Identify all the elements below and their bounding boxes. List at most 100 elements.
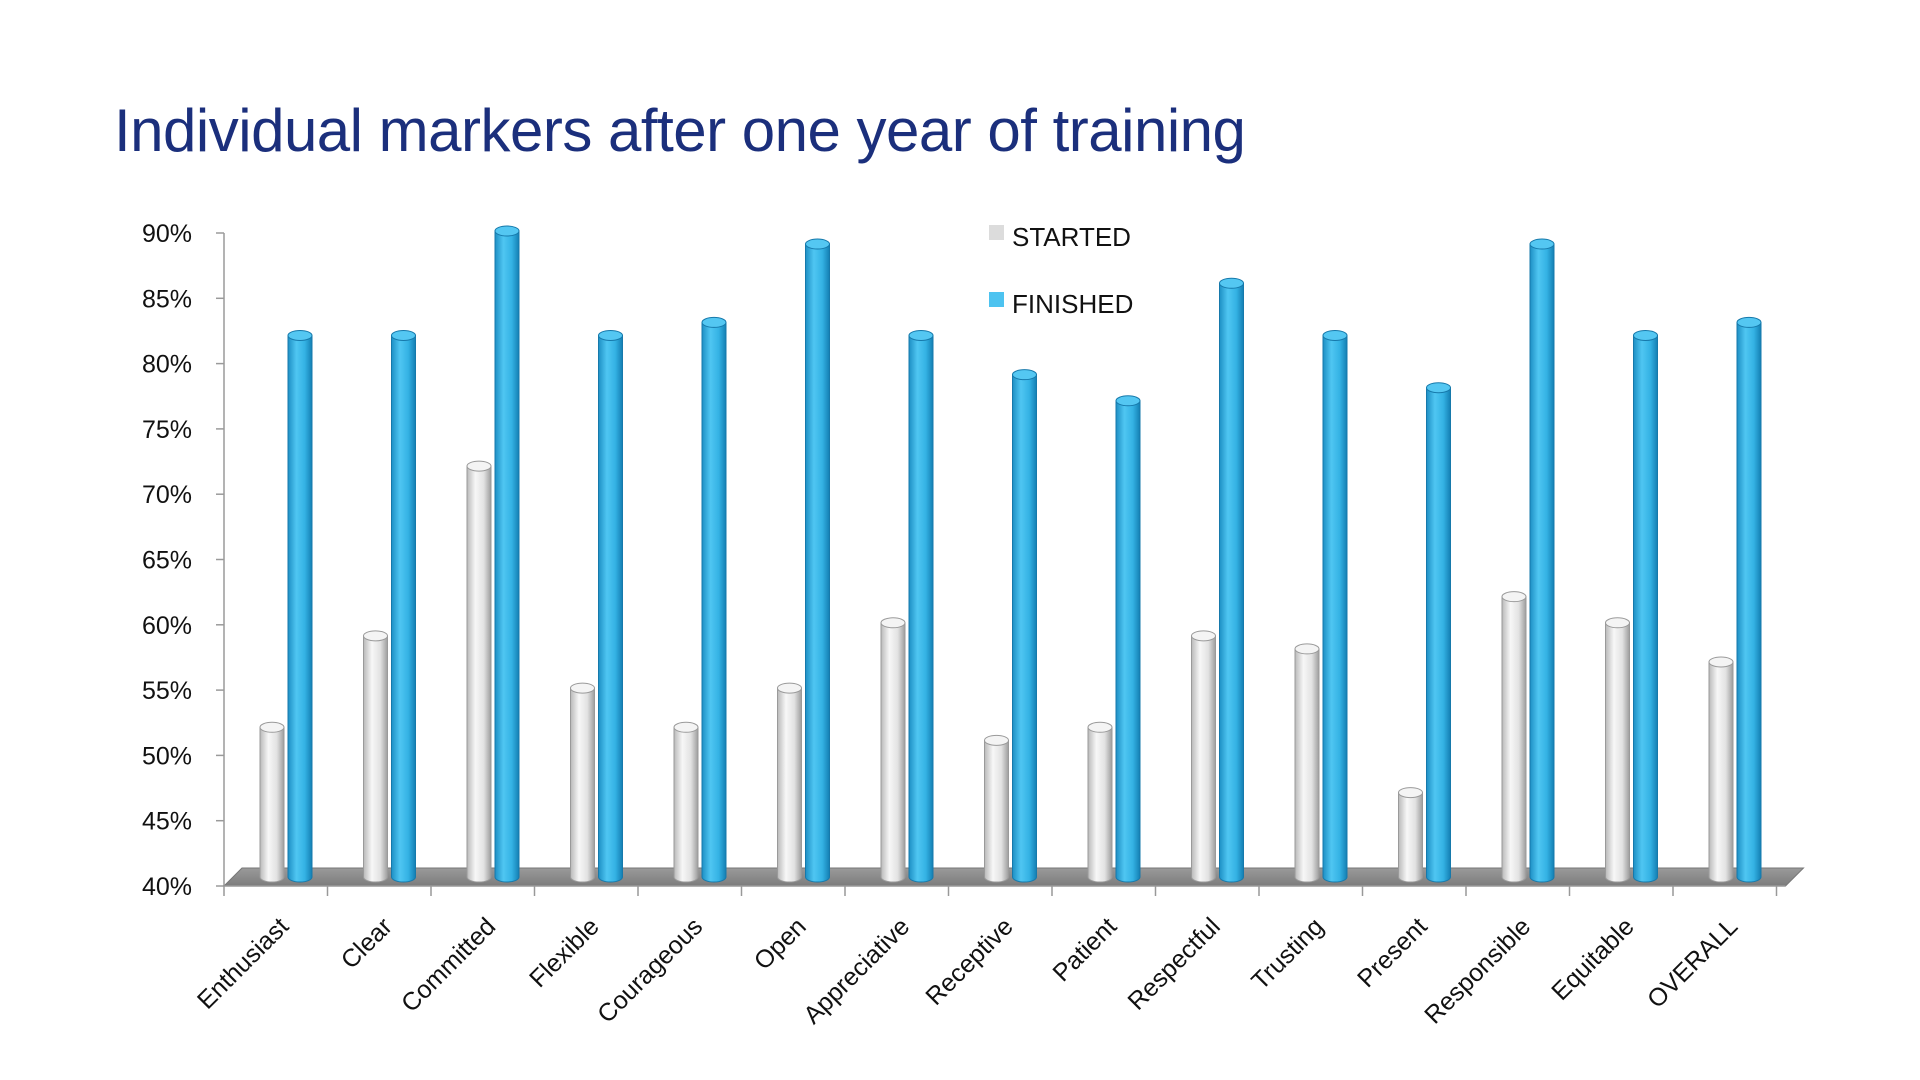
bar-finished-top	[1529, 238, 1555, 250]
bar-finished-top	[598, 329, 623, 341]
x-category-label: Receptive	[920, 912, 1018, 1010]
x-category-label: Appreciative	[798, 912, 915, 1029]
legend-label-started: STARTED	[1012, 222, 1131, 252]
bar-finished-body	[598, 334, 623, 883]
bar-started-top	[466, 460, 492, 472]
bar-finished	[1012, 369, 1037, 883]
y-tick-label: 60%	[142, 612, 192, 640]
axes: 40% 45% 50% 55% 60% 65% 70% 75% 80% 85% 90%	[142, 220, 225, 901]
bar-finished-top	[1012, 369, 1037, 381]
x-category-label: Responsible	[1419, 912, 1536, 1029]
bar-finished	[701, 316, 727, 883]
bar-started-body	[1398, 792, 1423, 883]
bar-started-top	[259, 721, 285, 733]
bar-started-top	[1294, 643, 1320, 655]
bar-finished-body	[1633, 334, 1658, 883]
bar-started	[363, 630, 388, 883]
bar-finished	[391, 329, 416, 883]
bar-started-top	[570, 682, 595, 694]
bar-finished	[1736, 316, 1762, 883]
bar-started-body	[1605, 622, 1630, 883]
bar-finished-top	[805, 238, 830, 250]
bar-started-body	[1501, 596, 1527, 883]
bars	[259, 225, 1762, 883]
legend-swatch-finished	[989, 292, 1004, 307]
bar-finished	[805, 238, 830, 883]
y-tick-label: 45%	[142, 808, 192, 836]
y-tick-label: 90%	[142, 220, 192, 248]
y-tick-label: 70%	[142, 481, 192, 509]
bar-finished	[1529, 238, 1555, 883]
bar-started-body	[363, 635, 388, 883]
bar-started	[1398, 787, 1423, 883]
bar-started-body	[1294, 648, 1320, 883]
bar-finished-body	[1012, 374, 1037, 883]
y-tick-label: 80%	[142, 351, 192, 379]
bar-started-top	[673, 721, 699, 733]
bar-started	[1191, 630, 1216, 883]
x-category-label: Open	[749, 912, 812, 975]
bar-started-top	[363, 630, 388, 642]
bar-started-body	[1191, 635, 1216, 883]
bar-started-top	[984, 734, 1009, 746]
bar-finished-body	[805, 243, 830, 883]
bar-started-body	[673, 726, 699, 883]
bar-started-top	[1398, 787, 1423, 799]
bar-finished-top	[1219, 277, 1244, 289]
bar-finished	[1426, 382, 1451, 883]
bar-started-top	[1605, 617, 1630, 629]
bar-finished-body	[1426, 387, 1451, 883]
x-category-label: Equitable	[1546, 912, 1640, 1006]
bar-finished-top	[1426, 382, 1451, 394]
legend-label-finished: FINISHED	[1012, 289, 1133, 319]
bar-started	[259, 721, 285, 883]
bar-finished-top	[701, 316, 727, 328]
x-category-label: Trusting	[1246, 912, 1329, 995]
x-category-label: Patient	[1047, 912, 1122, 987]
chart-title: Individual markers after one year of tra…	[114, 97, 1246, 164]
bar-finished-top	[1115, 395, 1141, 407]
bar-finished-body	[908, 334, 934, 883]
y-tick-label: 55%	[142, 677, 192, 705]
bar-started-top	[1191, 630, 1216, 642]
bar-finished	[1633, 329, 1658, 883]
bar-finished-top	[287, 329, 313, 341]
bar-started-body	[259, 726, 285, 883]
bar-finished-top	[1736, 316, 1762, 328]
bar-started-body	[1087, 726, 1113, 883]
bar-started-body	[570, 687, 595, 883]
bar-finished	[908, 329, 934, 883]
x-category-label: Committed	[396, 912, 501, 1017]
x-category-label: Courageous	[592, 912, 708, 1028]
bar-started	[466, 460, 492, 883]
bar-started	[777, 682, 802, 883]
bar-finished-body	[1529, 243, 1555, 883]
bar-finished-body	[1736, 321, 1762, 883]
bar-finished-body	[701, 321, 727, 883]
bar-finished-body	[1322, 334, 1348, 883]
bar-finished-top	[1633, 329, 1658, 341]
x-category-label: Flexible	[524, 912, 605, 993]
bar-finished	[1322, 329, 1348, 883]
bar-finished	[598, 329, 623, 883]
bar-finished-body	[494, 230, 520, 883]
bar-finished-top	[494, 225, 520, 237]
bar-started-body	[880, 622, 906, 883]
bar-started	[880, 617, 906, 883]
y-tick-label: 85%	[142, 285, 192, 313]
y-tick-label: 50%	[142, 742, 192, 770]
bar-started	[1087, 721, 1113, 883]
bar-started-top	[1087, 721, 1113, 733]
bar-finished	[287, 329, 313, 883]
bar-finished	[1219, 277, 1244, 883]
bar-started-top	[880, 617, 906, 629]
bar-finished-top	[391, 329, 416, 341]
bar-started-top	[1708, 656, 1734, 668]
x-category-label: Clear	[336, 912, 398, 974]
bar-started	[673, 721, 699, 883]
bar-finished-body	[1219, 282, 1244, 883]
bar-finished-body	[391, 334, 416, 883]
bar-started	[1605, 617, 1630, 883]
